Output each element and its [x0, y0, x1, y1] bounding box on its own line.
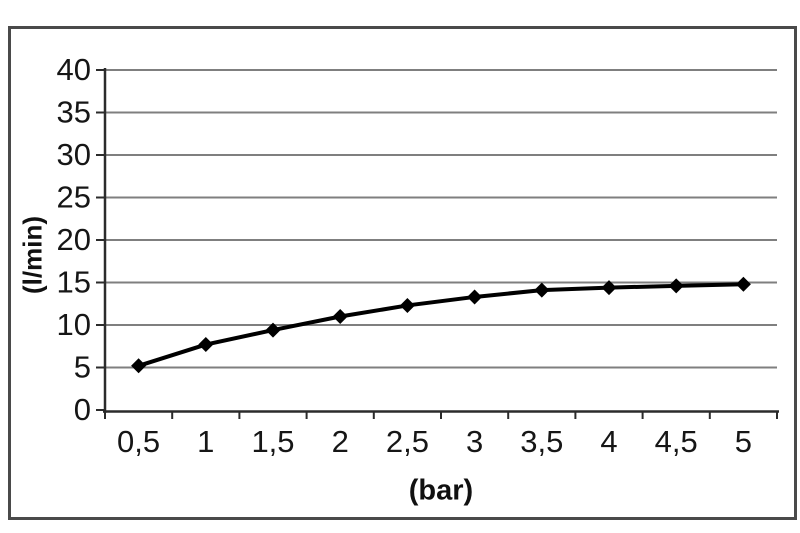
x-tick-label: 3	[466, 424, 483, 459]
y-tick-label: 35	[57, 95, 91, 130]
data-point-marker	[668, 278, 684, 294]
data-point-marker	[198, 337, 214, 353]
y-tick-label: 10	[57, 307, 91, 342]
y-tick-label: 30	[57, 137, 91, 172]
x-axis-title: (bar)	[408, 474, 474, 507]
y-tick-label: 20	[57, 222, 91, 257]
data-point-marker	[601, 280, 617, 296]
x-tick-label: 0,5	[117, 424, 160, 459]
data-point-marker	[399, 297, 415, 313]
data-point-marker	[131, 358, 147, 374]
x-tick-label: 2	[332, 424, 349, 459]
data-point-marker	[467, 289, 483, 305]
x-tick-label: 2,5	[386, 424, 429, 459]
data-point-marker	[534, 282, 550, 298]
y-tick-label: 25	[57, 180, 91, 215]
y-tick-label: 0	[74, 392, 91, 427]
data-point-marker	[332, 309, 348, 324]
y-tick-label: 40	[57, 52, 91, 87]
x-tick-label: 1,5	[251, 424, 294, 459]
x-tick-label: 1	[197, 424, 214, 459]
y-axis-title: (l/min)	[17, 216, 48, 294]
x-tick-label: 3,5	[520, 424, 563, 459]
x-tick-label: 4,5	[655, 424, 698, 459]
x-tick-label: 5	[735, 424, 752, 459]
data-point-marker	[735, 276, 751, 292]
chart-frame	[8, 26, 797, 520]
y-tick-label: 5	[74, 350, 91, 385]
x-tick-label: 4	[600, 424, 617, 459]
data-point-marker	[265, 322, 281, 338]
y-tick-label: 15	[57, 265, 91, 300]
series-line	[136, 282, 746, 368]
